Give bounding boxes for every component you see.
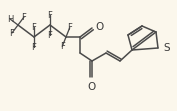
Text: O: O — [88, 82, 96, 92]
Text: F: F — [32, 43, 36, 52]
Text: F: F — [60, 42, 65, 51]
Text: H: H — [7, 15, 13, 24]
Text: F: F — [48, 31, 52, 40]
Text: F: F — [48, 11, 52, 20]
Text: F: F — [32, 23, 36, 32]
Text: F: F — [22, 13, 26, 22]
Text: S: S — [163, 43, 170, 53]
Text: O: O — [95, 22, 103, 32]
Text: F: F — [10, 29, 15, 38]
Text: F: F — [67, 23, 72, 32]
